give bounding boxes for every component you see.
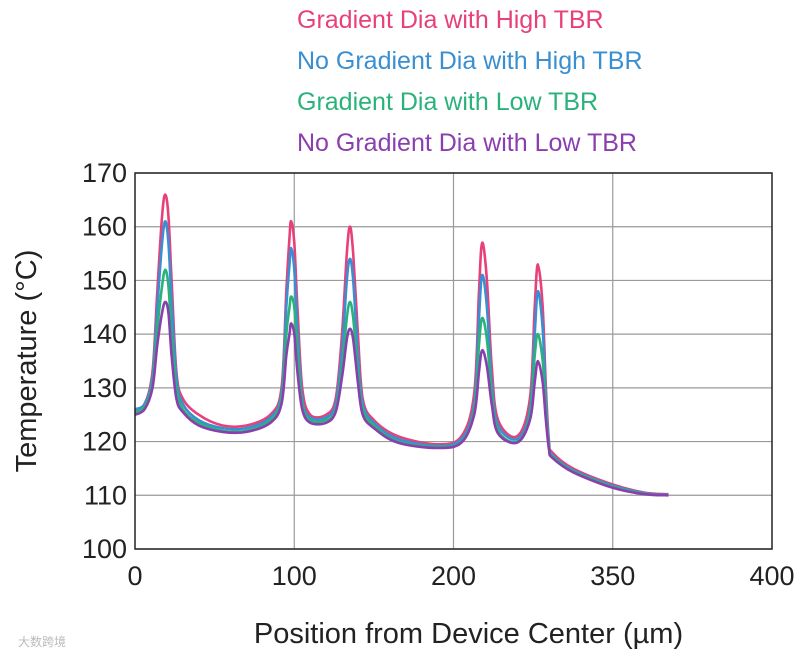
y-tick-label: 100 xyxy=(82,534,127,564)
x-axis-label: Position from Device Center (µm) xyxy=(254,618,683,650)
y-tick-label: 160 xyxy=(82,212,127,242)
grid xyxy=(135,172,772,550)
x-tick-label: 200 xyxy=(431,561,476,591)
plot-frame xyxy=(134,172,773,550)
x-tick-label: 400 xyxy=(749,561,794,591)
watermark: 大数跨境 xyxy=(18,634,66,649)
series-line-3 xyxy=(134,268,669,497)
x-tick-label: 350 xyxy=(590,561,635,591)
legend-entry-4: No Gradient Dia with Low TBR xyxy=(297,129,637,157)
x-tick-label: 100 xyxy=(272,561,317,591)
y-tick-label: 110 xyxy=(84,480,127,510)
x-tick-label: 0 xyxy=(127,561,142,591)
y-axis-label: Temperature (°C) xyxy=(11,250,43,473)
y-tick-label: 140 xyxy=(82,319,127,349)
y-tick-label: 130 xyxy=(82,373,127,403)
series-line-2 xyxy=(134,220,669,496)
legend: Gradient Dia with High TBR No Gradient Di… xyxy=(297,6,643,157)
y-tick-label: 150 xyxy=(82,265,127,295)
legend-entry-1: Gradient Dia with High TBR xyxy=(297,6,604,34)
series-line-4 xyxy=(134,300,669,497)
series-lines xyxy=(134,193,669,497)
series-line-1 xyxy=(134,193,669,496)
y-tick-label: 120 xyxy=(82,427,127,457)
legend-entry-2: No Gradient Dia with High TBR xyxy=(297,47,643,75)
y-tick-label: 170 xyxy=(82,158,127,188)
legend-entry-3: Gradient Dia with Low TBR xyxy=(297,88,598,116)
